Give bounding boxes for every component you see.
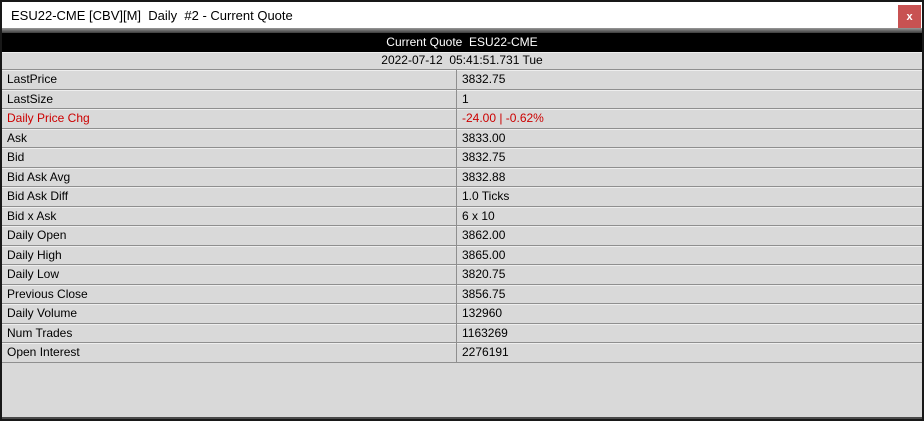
titlebar[interactable]: ESU22-CME [CBV][M] Daily #2 - Current Qu… (2, 2, 922, 28)
table-row: Bid 3832.75 (2, 148, 922, 168)
row-value: 3856.75 (462, 286, 506, 301)
row-label: Ask (2, 128, 457, 147)
close-button[interactable]: x (898, 5, 921, 28)
row-value: 3832.88 (462, 169, 506, 184)
row-value: 132960 (462, 306, 503, 320)
table-row: Num Trades 1163269 (2, 323, 922, 343)
table-row: Ask 3833.00 (2, 128, 922, 148)
row-label: Num Trades (2, 323, 457, 342)
row-value: -24.00 | -0.62% (462, 111, 544, 125)
table-row: LastSize 1 (2, 89, 922, 109)
row-value: 3820.75 (462, 267, 506, 281)
quote-table: LastPrice 3832.75 LastSize 1 Daily Price… (2, 70, 922, 363)
row-label: Bid Ask Diff (2, 187, 457, 206)
row-label: Daily High (2, 245, 457, 264)
close-icon: x (906, 10, 913, 23)
table-row: Daily High 3865.00 (2, 245, 922, 265)
table-row: Bid x Ask 6 x 10 (2, 206, 922, 226)
table-row: Bid Ask Avg 3832.88 (2, 167, 922, 187)
row-label: Bid Ask Avg (2, 167, 457, 186)
table-row: Daily Price Chg -24.00 | -0.62% (2, 109, 922, 129)
row-label: Open Interest (2, 343, 457, 362)
row-label: Bid x Ask (2, 206, 457, 225)
table-row: Previous Close 3856.75 (2, 284, 922, 304)
window-title: ESU22-CME [CBV][M] Daily #2 - Current Qu… (11, 7, 293, 23)
row-value: 1 (462, 91, 469, 106)
row-label: LastSize (2, 89, 457, 108)
row-label: Previous Close (2, 284, 457, 303)
table-row: Open Interest 2276191 (2, 343, 922, 363)
table-row: Bid Ask Diff 1.0 Ticks (2, 187, 922, 207)
row-value: 3833.00 (462, 130, 506, 145)
row-label: Daily Low (2, 265, 457, 284)
row-value: 1.0 Ticks (462, 189, 510, 203)
row-value: 3832.75 (462, 150, 506, 164)
row-label: Bid (2, 148, 457, 167)
titlebar-separator (2, 28, 922, 33)
table-row: Daily Open 3862.00 (2, 226, 922, 246)
row-value: 3832.75 (462, 72, 506, 86)
row-value: 1163269 (462, 325, 508, 340)
row-value: 3865.00 (462, 247, 506, 262)
row-value: 3862.00 (462, 228, 506, 242)
quote-timestamp: 2022-07-12 05:41:51.731 Tue (2, 52, 922, 70)
table-row: LastPrice 3832.75 (2, 70, 922, 90)
row-label: Daily Price Chg (2, 109, 457, 128)
quote-header: Current Quote ESU22-CME (2, 33, 922, 52)
row-label: Daily Open (2, 226, 457, 245)
row-label: LastPrice (2, 70, 457, 89)
table-row: Daily Low 3820.75 (2, 265, 922, 285)
bottom-filler (2, 362, 922, 419)
table-row: Daily Volume 132960 (2, 304, 922, 324)
row-value: 2276191 (462, 345, 509, 359)
row-value: 6 x 10 (462, 208, 495, 223)
row-label: Daily Volume (2, 304, 457, 323)
